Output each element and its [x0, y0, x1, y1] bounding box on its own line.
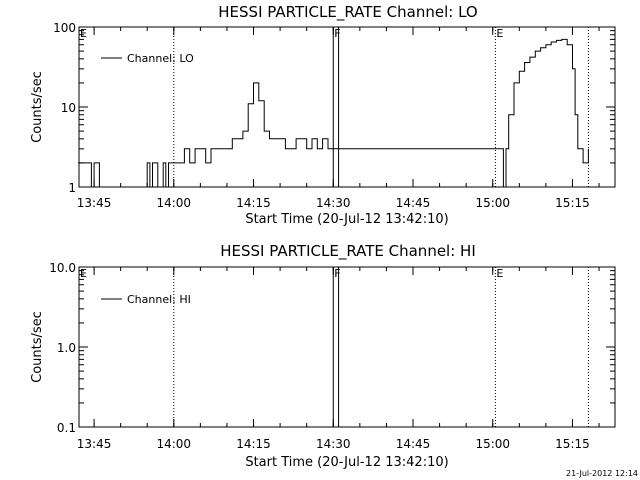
y-tick-label-hi: 0.1: [57, 421, 76, 435]
legend-label-hi: Channel: HI: [127, 293, 191, 306]
x-axis-label-lo: Start Time (20-Jul-12 13:42:10): [245, 212, 448, 227]
y-tick-label-hi: 10.0: [49, 261, 76, 275]
x-axis-label-hi: Start Time (20-Jul-12 13:42:10): [245, 455, 448, 470]
x-tick-label-hi: 14:15: [236, 437, 271, 451]
x-tick-label-lo: 14:45: [396, 196, 431, 210]
x-tick-label-lo: 15:00: [475, 196, 510, 210]
legend-hi: Channel: HI: [101, 293, 191, 306]
x-tick-label-lo: 14:30: [316, 196, 351, 210]
x-tick-label-hi: 14:30: [316, 437, 351, 451]
plot-frame-lo: [78, 26, 616, 188]
event-marker-label-hi: E: [496, 267, 503, 280]
x-tick-label-lo: 15:15: [555, 196, 590, 210]
y-axis-label-lo: Counts/sec: [30, 71, 45, 143]
event-marker-label-hi: E: [80, 267, 87, 280]
x-tick-label-lo: 14:15: [236, 196, 271, 210]
series-line-lo: [78, 38, 589, 188]
event-marker-label-lo: F: [334, 27, 340, 40]
y-tick-label-lo: 100: [53, 21, 76, 35]
x-tick-label-hi: 15:00: [475, 437, 510, 451]
legend-label-lo: Channel: LO: [127, 52, 194, 65]
x-tick-label-lo: 14:00: [156, 196, 191, 210]
legend-lo: Channel: LO: [101, 52, 194, 65]
event-marker-label-lo: E: [496, 27, 503, 40]
y-tick-label-hi: 1.0: [57, 341, 76, 355]
x-tick-label-hi: 14:00: [156, 437, 191, 451]
chart-title-lo: HESSI PARTICLE_RATE Channel: LO: [218, 3, 477, 22]
chart-title-hi: HESSI PARTICLE_RATE Channel: HI: [220, 242, 476, 261]
plot-frame-hi: [78, 266, 616, 428]
footer-timestamp: 21-Jul-2012 12:14: [566, 469, 638, 478]
y-tick-label-lo: 1: [68, 181, 76, 195]
event-marker-label-lo: E: [80, 27, 87, 40]
y-axis-label-hi: Counts/sec: [30, 311, 45, 383]
x-tick-label-hi: 13:45: [77, 437, 112, 451]
x-tick-label-lo: 13:45: [77, 196, 112, 210]
event-marker-label-hi: F: [334, 267, 340, 280]
panel-lo: HESSI PARTICLE_RATE Channel: LO Counts/s…: [30, 3, 616, 227]
x-tick-label-hi: 15:15: [555, 437, 590, 451]
x-tick-label-hi: 14:45: [396, 437, 431, 451]
y-tick-label-lo: 10: [61, 101, 76, 115]
panel-hi: HESSI PARTICLE_RATE Channel: HI Counts/s…: [30, 242, 616, 470]
